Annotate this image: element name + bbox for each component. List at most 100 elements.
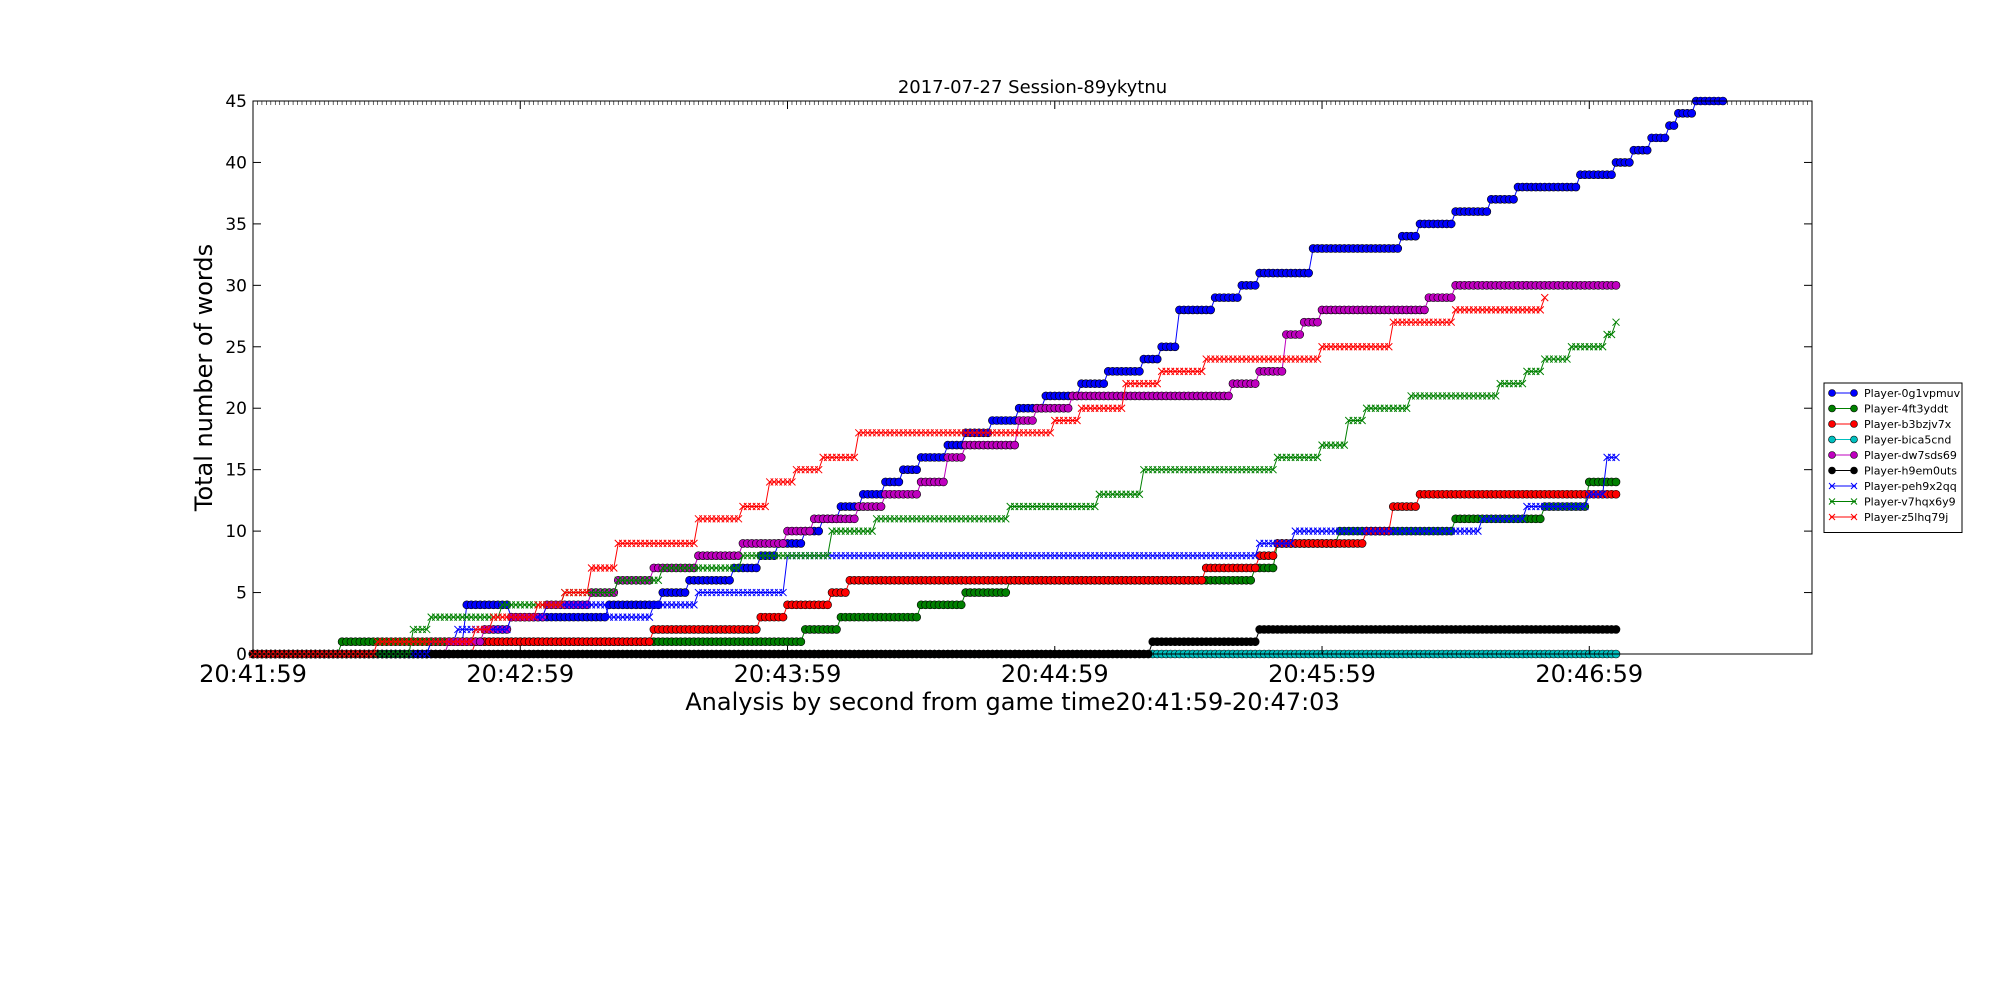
data-point [1474,527,1482,535]
data-point [1540,293,1549,302]
data-point [1250,637,1260,647]
x-tick-label: 20:42:59 [466,660,574,688]
x-tick-label: 20:44:59 [1001,660,1109,688]
chart-title: 2017-07-27 Session-89ykytnu [898,77,1167,98]
data-point [1598,342,1607,351]
legend: Player-0g1vpmuv Player-4ft3yddt Player-b3b… [1823,382,1963,533]
legend-label: Player-dw7sds69 [1864,449,1957,462]
data-point [1518,379,1527,388]
plot-area [252,100,1813,655]
legend-marker [1850,420,1858,428]
data-point [1607,170,1616,180]
series-Player-0g1vpmuv [248,96,1728,659]
data-point [1611,281,1621,290]
data-point [841,588,850,597]
data-point [823,551,832,560]
data-point [956,600,966,610]
data-point [538,613,547,621]
data-point [814,526,823,536]
data-point [1580,502,1589,511]
data-point [1135,490,1144,499]
data-point [1535,514,1545,524]
data-point [823,600,832,610]
y-tick-label: 35 [225,215,247,235]
data-point [1611,489,1621,499]
data-point [1446,219,1456,229]
y-tick-label: 0 [236,645,247,665]
data-point [1393,244,1403,253]
legend-item: Player-v7hqx6y9 [1828,496,1956,509]
data-point [956,453,966,462]
data-point [779,588,787,597]
data-point [805,526,815,536]
legend-marker [1850,513,1858,521]
data-point [1509,195,1518,204]
legend-marker [1828,435,1836,444]
data-point [778,539,788,548]
data-point [467,637,476,646]
data-point [1206,305,1215,315]
data-point [1246,575,1256,585]
data-point [1170,342,1180,352]
legend-marker [1828,513,1836,521]
data-point [1313,317,1322,327]
y-tick-label: 10 [225,522,247,542]
data-point [1687,108,1697,118]
y-tick-label: 20 [225,399,247,419]
data-point [1135,367,1144,376]
data-point [1536,367,1545,376]
data-point [1295,330,1305,339]
data-point [1612,318,1620,327]
data-point [894,477,904,487]
data-point [1358,416,1366,425]
data-point [690,539,698,548]
legend-item: Player-dw7sds69 [1828,449,1957,462]
data-point [734,551,743,560]
data-point [1357,539,1367,548]
data-point [814,465,823,474]
legend-marker [1828,404,1836,413]
data-point [1277,367,1287,376]
data-point [1313,355,1322,363]
data-point [1197,575,1207,585]
data-point [752,625,761,634]
y-tick-label: 45 [225,92,247,112]
data-point [788,478,796,486]
data-point [1536,306,1545,314]
data-point [654,576,663,585]
data-point [1598,490,1607,499]
legend-item: Player-4ft3yddt [1828,403,1949,416]
legend-label: Player-0g1vpmuv [1864,387,1961,400]
data-point [1268,551,1278,560]
data-point [1269,465,1277,474]
x-axis-ticks: 20:41:59 20:42:59 20:43:59 20:44:59 20:45:59… [199,101,1643,688]
data-point [1091,502,1099,511]
data-point [939,477,948,487]
y-tick-label: 40 [225,153,247,173]
data-point [1268,563,1278,573]
data-point [1384,342,1393,351]
data-point [1625,158,1634,167]
legend-label: Player-z5lhq79j [1864,511,1948,524]
data-point [912,465,921,474]
data-point [645,637,654,647]
data-point [850,514,859,524]
legend-marker [1850,404,1858,413]
data-point [1063,403,1073,413]
legend-marker [1828,389,1836,397]
y-tick-label: 30 [225,276,247,296]
data-point [1411,502,1420,511]
legend-marker [1850,451,1858,459]
x-tick-label: 20:46:59 [1535,660,1643,688]
data-point [529,613,538,621]
legend-item: Player-h9em0uts [1828,465,1957,478]
x-tick-label: 20:45:59 [1268,660,1376,688]
data-point [1001,514,1010,523]
series-Player-z5lhq79j [249,293,1549,658]
data-point [1152,354,1162,364]
data-point [1250,379,1260,388]
data-point [1313,453,1322,462]
legend-marker [1850,482,1858,490]
series-group [248,96,1728,659]
data-point [601,600,609,609]
